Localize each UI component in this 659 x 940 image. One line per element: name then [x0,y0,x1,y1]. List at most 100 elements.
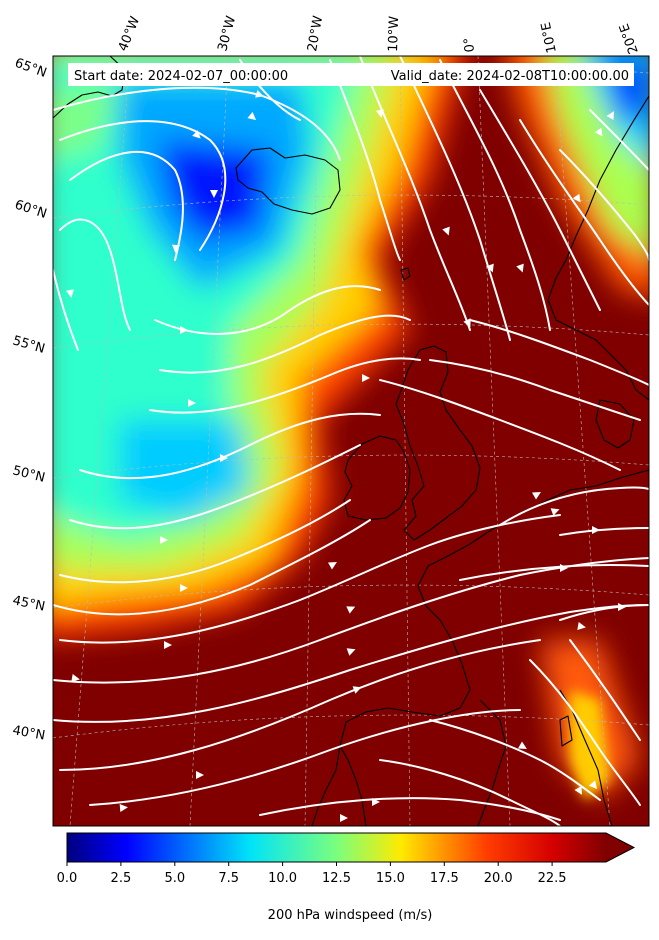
arrow-marker [180,584,188,592]
streamline [379,759,561,826]
arrow-marker [362,374,370,382]
arrow-marker [196,771,204,779]
longitude-labels: 40°W 30°W 20°W 10°W 0° 10°E 20°E [116,14,642,55]
colorbar: 0.0 2.5 5.0 7.5 10.0 12.5 15.0 17.5 20.0 22.5 200… [57,832,636,923]
arrow-marker [346,648,356,656]
streamline [529,659,641,806]
arrow-marker [532,492,541,500]
arrow-marker [372,798,380,806]
streamline [589,109,649,171]
denmark-coast [595,399,635,449]
streamline [259,797,561,821]
map-frame [52,55,650,827]
arrow-marker [71,674,80,682]
streamline [59,514,561,644]
arrow-marker [618,603,626,611]
arrow-marker [160,536,168,544]
streamline [479,89,601,311]
valid-date-label: Valid_date: 2024-02-08T10:00:00.00 [391,69,629,84]
lon-label-0: 0° [462,37,478,53]
streamline [89,709,521,806]
mediterranean-coast [477,699,507,826]
lon-label-10e: 10°E [539,21,560,55]
streamline [59,639,541,771]
lat-label-45n: 45°N [11,593,46,614]
streamline [59,499,351,584]
streamline [69,150,184,261]
colorbar-extend-max [606,833,634,862]
lat-label-65n: 65°N [13,56,49,81]
great-britain-coast [395,345,481,541]
colorbar-tick-label: 0.0 [57,871,78,886]
streamline [59,120,227,251]
streamline [154,285,381,335]
arrow-marker [164,641,172,649]
streamline [159,314,411,374]
arrow-marker [188,399,196,407]
arrow-marker [247,111,257,121]
lat-label-40n: 40°N [11,723,46,743]
arrow-marker [442,226,450,236]
arrow-marker [574,786,582,795]
arrow-marker [66,289,74,298]
streamline [519,119,649,306]
wind-speed-field [53,56,649,826]
arrow-marker [577,622,586,630]
colorbar-gradient [67,833,606,862]
arrow-marker [328,562,337,570]
lon-label-20w: 20°W [305,15,326,53]
streamline [569,639,641,741]
arrow-marker [172,244,180,253]
arrow-marker [119,804,128,812]
colorbar-label: 200 hPa windspeed (m/s) [268,908,433,923]
start-date-label: Start date: 2024-02-07_00:00:00 [74,69,288,84]
faroe-coast [400,267,411,281]
arrow-marker [340,814,348,822]
colorbar-tick-label: 12.5 [322,871,351,886]
streamline [53,86,341,161]
lat-label-50n: 50°N [11,463,46,485]
lat-label-55n: 55°N [11,333,47,356]
lon-label-10w: 10°W [386,16,402,53]
streamline [499,486,649,526]
streamline [149,357,421,414]
arrow-marker [606,111,614,120]
arrow-marker [352,686,362,694]
arrow-marker [463,318,471,328]
norway-coast [547,95,649,401]
arrow-marker [560,564,568,572]
arrow-marker [376,109,384,118]
arrow-marker [592,526,600,534]
colorbar-tick-label: 20.0 [484,871,513,886]
iceland-coast [235,147,341,215]
arrow-marker [516,263,524,273]
arrow-marker [346,606,356,614]
lon-label-20e: 20°E [617,21,642,56]
arrow-marker [180,326,188,334]
streamline [59,218,131,331]
streamline [379,379,621,471]
streamline [53,269,79,351]
streamline [429,359,641,421]
arrow-marker [594,127,603,137]
colorbar-ticks: 0.0 2.5 5.0 7.5 10.0 12.5 15.0 17.5 20.0 22.5 [57,862,567,886]
streamline [559,604,649,621]
streamline [399,56,511,341]
corsica-coast [559,715,573,747]
iberia-coast [339,745,367,826]
streamline [559,527,649,536]
latitude-labels: 65°N 60°N 55°N 50°N 45°N 40°N [11,56,49,744]
colorbar-tick-label: 5.0 [164,871,185,886]
arrow-marker [588,780,598,790]
streamline [69,444,361,530]
streamline [53,604,649,723]
lat-label-60n: 60°N [13,198,49,222]
arrow-marker [550,508,560,516]
colorbar-tick-label: 17.5 [430,871,459,886]
colorbar-tick-label: 15.0 [376,871,405,886]
streamline [459,563,649,581]
ireland-coast [343,435,411,521]
streamline-arrows [66,109,626,822]
streamline [469,319,649,386]
